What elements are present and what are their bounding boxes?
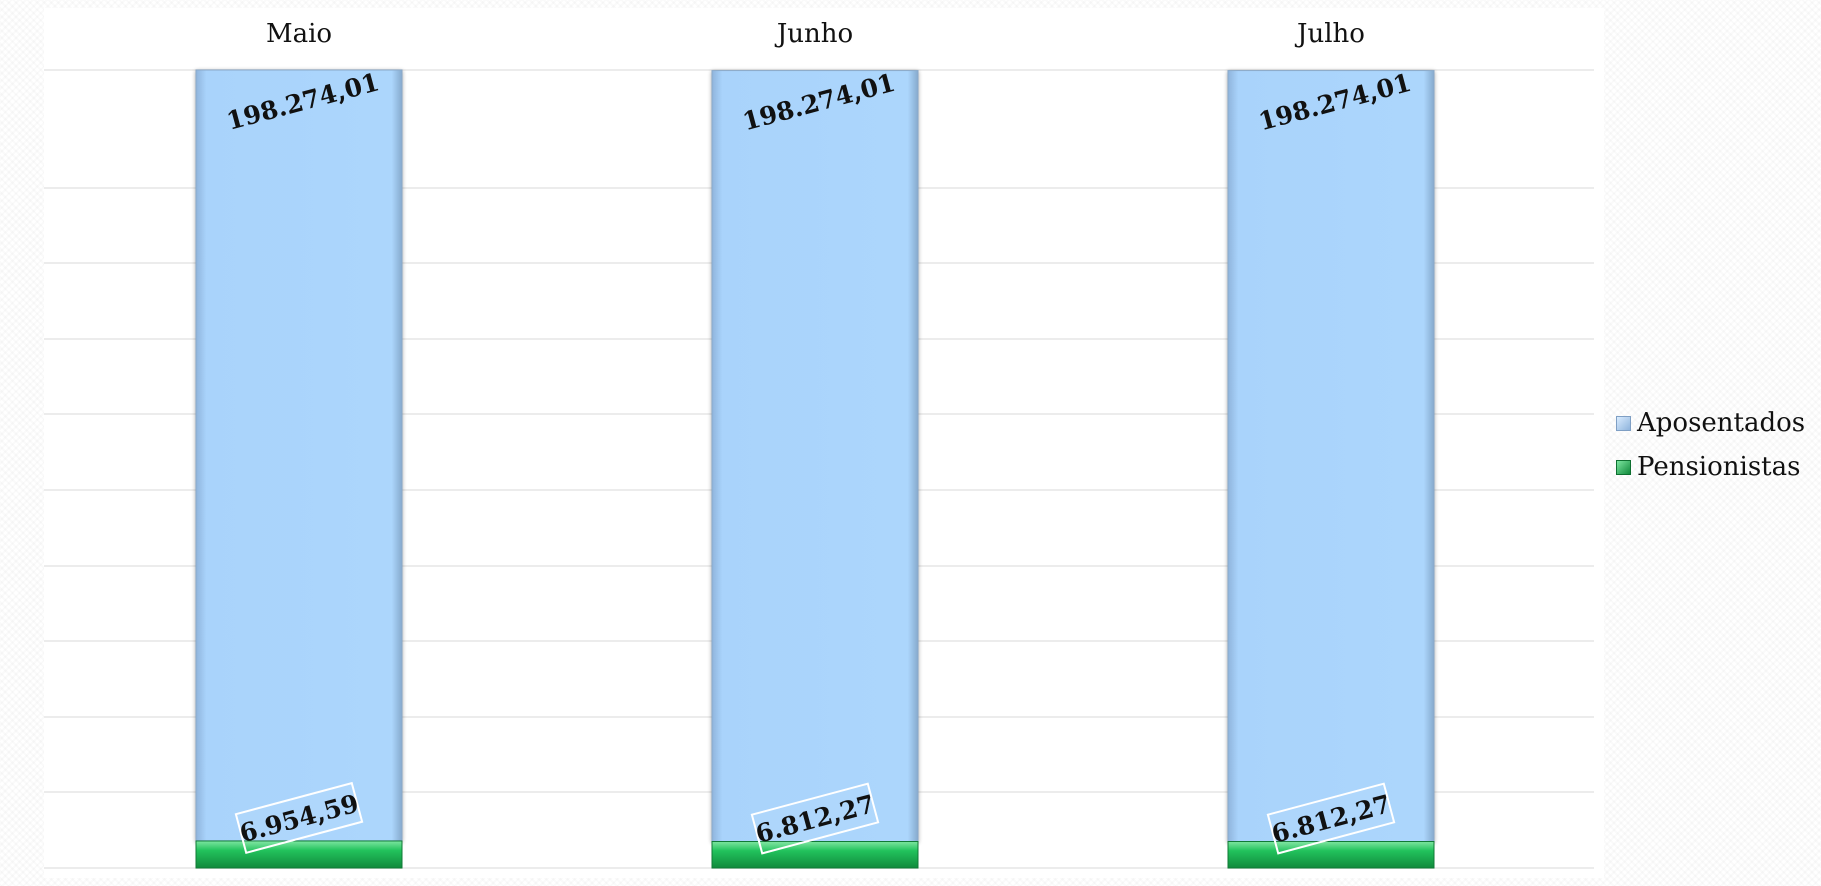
legend-swatch-pensionistas <box>1616 459 1631 475</box>
legend-label-aposentados: Aposentados <box>1637 408 1806 438</box>
category-label-julho: Julho <box>1294 19 1365 49</box>
category-label-maio: Maio <box>266 19 332 49</box>
legend-swatch-aposentados <box>1616 415 1631 431</box>
bar-pensionistas-julho[interactable] <box>1227 841 1435 869</box>
bars <box>195 69 1435 869</box>
bar-aposentados-julho[interactable] <box>1227 70 1435 843</box>
legend-item-aposentados[interactable]: Aposentados <box>1616 404 1805 442</box>
bar-aposentados-junho[interactable] <box>711 70 919 843</box>
data-label-box-pensionistas-maio: 6.954,59 <box>234 781 364 855</box>
category-labels: Maio Junho Julho <box>266 19 1365 49</box>
data-label-frame <box>750 782 880 855</box>
bar-aposentados-maio[interactable] <box>195 69 403 842</box>
data-label-frame <box>1266 782 1396 855</box>
bar-pensionistas-maio[interactable] <box>195 840 403 869</box>
legend-item-pensionistas[interactable]: Pensionistas <box>1616 448 1805 486</box>
category-label-junho: Junho <box>774 19 853 49</box>
data-label-frame <box>234 781 364 855</box>
bar-pensionistas-junho[interactable] <box>711 841 919 869</box>
legend: Aposentados Pensionistas <box>1616 404 1805 492</box>
legend-label-pensionistas: Pensionistas <box>1637 452 1801 482</box>
